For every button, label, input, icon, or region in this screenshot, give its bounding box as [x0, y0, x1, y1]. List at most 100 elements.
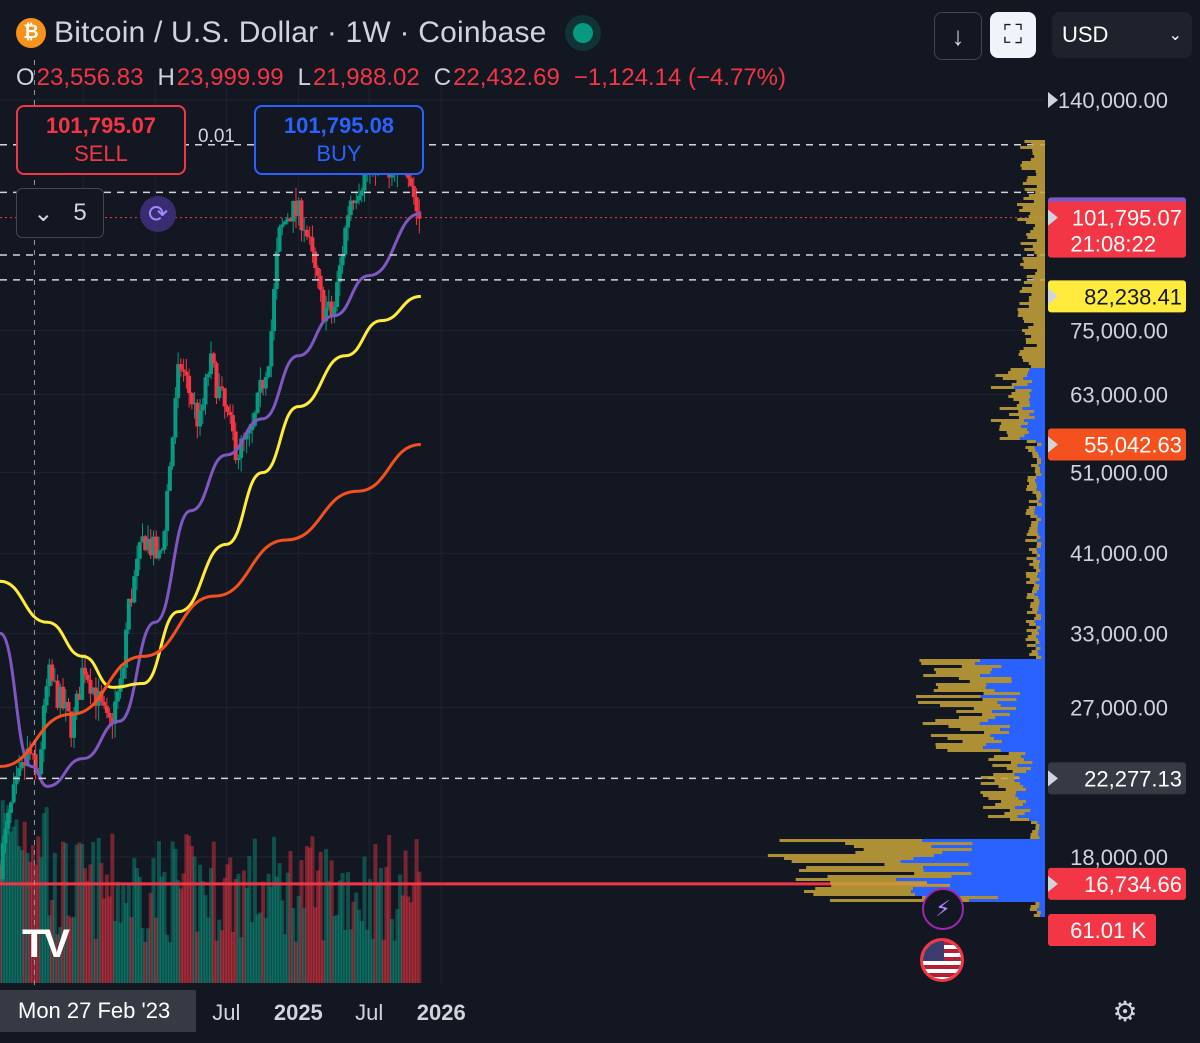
- candle-body: [219, 386, 224, 389]
- candle-body: [250, 425, 255, 431]
- volume-profile-bar: [863, 848, 972, 851]
- volume-bar: [225, 864, 230, 983]
- volume-profile-bar: [1035, 656, 1042, 659]
- volume-profile-bar: [1036, 494, 1042, 497]
- volume-profile-bar: [971, 848, 1045, 851]
- volume-profile-bar: [1036, 443, 1042, 446]
- volume-profile-bar: [1020, 164, 1045, 167]
- volume-profile-bar: [986, 683, 1045, 686]
- volume-profile-bar: [975, 662, 1045, 665]
- volume-profile-bar: [1029, 413, 1045, 416]
- volume-bar: [343, 929, 348, 983]
- download-icon[interactable]: ↓: [934, 12, 982, 60]
- volume-profile-bar: [1035, 614, 1042, 617]
- volume-profile-bar: [1028, 296, 1045, 299]
- volume-profile-bar: [1032, 830, 1039, 833]
- volume-profile-bar: [1028, 326, 1045, 329]
- volume-bar: [176, 880, 181, 983]
- volume-profile-bar: [1023, 359, 1045, 362]
- x-axis-tick-label: Jul: [212, 1000, 240, 1025]
- x-axis-tick-label: 2026: [417, 1000, 466, 1025]
- buy-button[interactable]: 101,795.08 BUY: [254, 105, 424, 175]
- candle-body: [195, 402, 200, 427]
- volume-profile-bar: [1036, 545, 1042, 548]
- volume-profile-bar: [1038, 653, 1045, 656]
- volume-profile-bar: [1016, 698, 1045, 701]
- volume-bar: [409, 902, 414, 983]
- volume-profile-bar: [1040, 491, 1045, 494]
- volume-bar: [102, 898, 107, 983]
- volume-profile-bar: [1004, 812, 1025, 815]
- volume-bar: [381, 939, 386, 983]
- volume-profile-bar: [1026, 374, 1045, 377]
- volume-profile-bar: [1034, 620, 1045, 623]
- us-flag-event-icon[interactable]: [920, 938, 964, 982]
- volume-bar: [219, 930, 224, 983]
- volume-bar: [389, 918, 394, 983]
- volume-profile-bar: [931, 845, 1045, 848]
- volume-profile-bar: [806, 866, 924, 869]
- candle-body: [11, 784, 16, 803]
- volume-profile-bar: [1026, 557, 1037, 560]
- volume-profile-bar: [1033, 323, 1045, 326]
- volume-profile-bar: [1015, 794, 1045, 797]
- volume-profile-bar: [1023, 419, 1045, 422]
- volume-bar: [50, 899, 55, 983]
- volume-profile-bar: [1035, 647, 1041, 650]
- candle-body: [329, 301, 334, 316]
- volume-profile-bar: [969, 680, 1012, 683]
- volume-profile-bar: [896, 878, 1045, 881]
- volume-profile-bar: [1042, 503, 1045, 506]
- candle-body: [173, 398, 178, 438]
- volume-profile-bar: [994, 737, 1045, 740]
- volume-bar: [129, 917, 134, 983]
- volume-profile-bar: [1026, 533, 1039, 536]
- candle-body: [80, 667, 85, 700]
- buy-label: BUY: [316, 141, 362, 166]
- candle-body: [0, 843, 5, 880]
- lightning-event-icon[interactable]: ⚡: [922, 888, 964, 930]
- volume-profile-bar: [999, 437, 1020, 440]
- sync-icon[interactable]: ⟳: [140, 196, 176, 232]
- volume-profile-bar: [1032, 455, 1040, 458]
- settings-gear-icon[interactable]: ⚙: [1112, 995, 1138, 1027]
- candle-body: [30, 753, 35, 755]
- alert-marker-icon: [1048, 209, 1058, 226]
- candle-body: [266, 366, 271, 377]
- volume-profile-bar: [1034, 446, 1045, 449]
- candle-body: [82, 667, 87, 675]
- volume-profile-bar: [1028, 548, 1037, 551]
- volume-profile-bar: [990, 419, 1024, 422]
- volume-bar: [118, 922, 123, 983]
- volume-bar: [233, 879, 238, 983]
- volume-profile-bar: [1035, 449, 1045, 452]
- candle-body: [184, 371, 189, 376]
- candle-body: [302, 229, 307, 231]
- symbol-title[interactable]: Bitcoin / U.S. Dollar · 1W · Coinbase: [54, 16, 547, 49]
- indicators-toggle-button[interactable]: ⌄ 5: [16, 188, 104, 238]
- volume-profile-bar: [1040, 497, 1045, 500]
- candle-body: [102, 701, 107, 706]
- volume-profile-bar: [1015, 389, 1032, 392]
- candle-body: [198, 410, 203, 427]
- candle-body: [107, 713, 112, 718]
- volume-profile-bar: [1040, 470, 1045, 473]
- screenshot-icon[interactable]: ⛶: [990, 12, 1036, 58]
- volume-profile-bar: [1030, 158, 1045, 161]
- candle-body: [140, 536, 145, 543]
- volume-profile-bar: [1017, 764, 1045, 767]
- volume-profile-bar: [1013, 398, 1030, 401]
- sell-button[interactable]: 101,795.07 SELL: [16, 105, 186, 175]
- currency-select[interactable]: USD ⌄: [1052, 12, 1192, 58]
- candle-body: [154, 536, 159, 559]
- volume-profile-bar: [995, 803, 1024, 806]
- candle-body: [315, 267, 320, 276]
- volume-profile-bar: [1001, 422, 1029, 425]
- volume-profile-bar: [831, 884, 951, 887]
- volume-profile-bar: [1040, 569, 1045, 572]
- volume-bar: [285, 872, 290, 983]
- volume-profile-bar: [1039, 584, 1045, 587]
- candle-body: [310, 237, 315, 252]
- volume-bar: [214, 940, 219, 983]
- volume-bar: [326, 881, 331, 983]
